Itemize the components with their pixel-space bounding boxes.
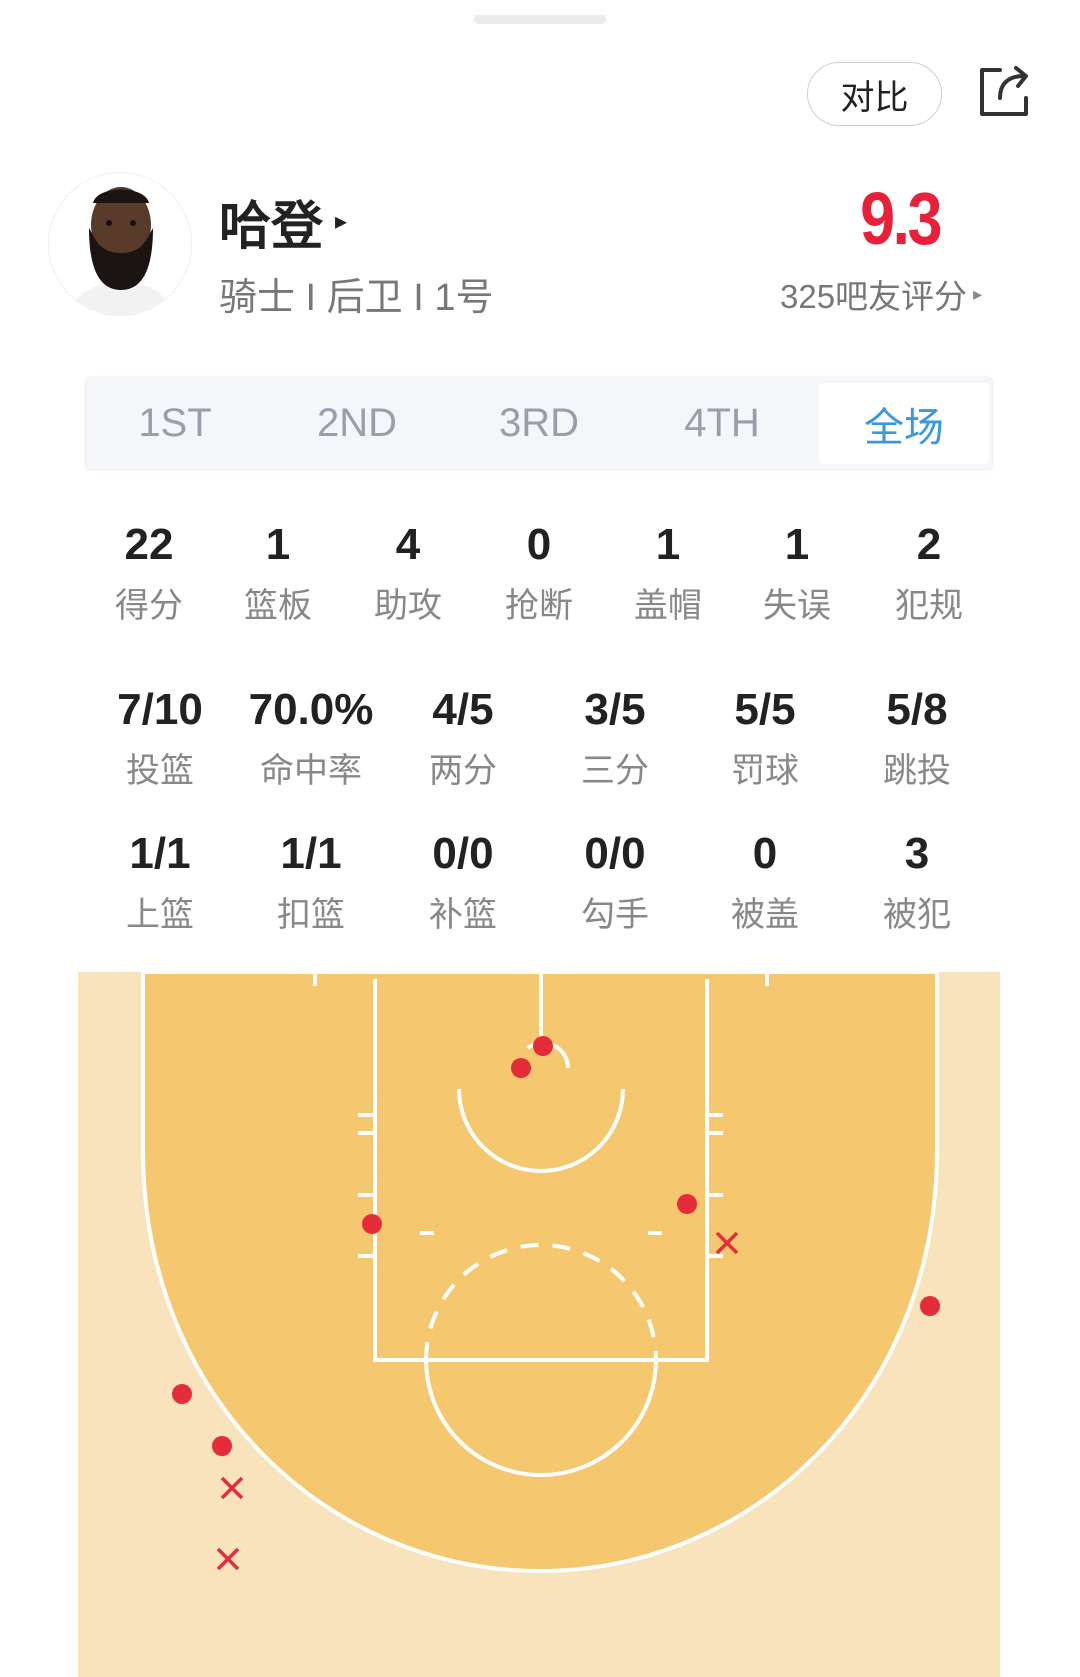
made-shot-marker xyxy=(511,1058,531,1078)
tab-full-game[interactable]: 全场 xyxy=(819,383,989,464)
period-tabs: 1ST 2ND 3RD 4TH 全场 xyxy=(84,376,994,471)
tab-2nd[interactable]: 2ND xyxy=(316,401,398,445)
missed-shot-marker xyxy=(220,1476,244,1500)
missed-shot-marker xyxy=(715,1231,739,1255)
stat-label: 犯规 xyxy=(895,587,963,625)
stat-label: 勾手 xyxy=(581,896,649,934)
share-icon[interactable] xyxy=(976,64,1032,120)
stat-value: 0/0 xyxy=(432,829,494,878)
stat-value: 5/5 xyxy=(734,685,796,734)
stat-value: 3 xyxy=(904,829,930,878)
missed-shot-marker xyxy=(216,1547,240,1571)
made-shot-marker xyxy=(920,1296,940,1316)
stat-label: 命中率 xyxy=(260,752,362,790)
made-shot-marker xyxy=(362,1214,382,1234)
stat-label: 三分 xyxy=(581,752,649,790)
stat-label: 得分 xyxy=(115,587,183,625)
stat-label: 两分 xyxy=(429,752,497,790)
stat-label: 罚球 xyxy=(731,752,799,790)
made-shot-marker xyxy=(677,1194,697,1214)
stat-item: 22 得分 xyxy=(74,518,224,627)
stat-value: 0 xyxy=(752,829,778,878)
stat-label: 被犯 xyxy=(883,896,951,934)
stat-value: 1 xyxy=(784,520,810,569)
stat-item: 4 助攻 xyxy=(333,518,483,627)
fan-rating-link[interactable]: 325吧友评分 ▸ xyxy=(780,270,982,318)
compare-button[interactable]: 对比 xyxy=(807,62,942,126)
caret-right-icon: ▸ xyxy=(335,208,348,235)
stat-value: 4 xyxy=(395,520,421,569)
stat-item: 3/5 三分 xyxy=(540,683,690,792)
stat-item: 1 盖帽 xyxy=(593,518,743,627)
made-shot-marker xyxy=(212,1436,232,1456)
stat-item: 70.0% 命中率 xyxy=(236,683,386,792)
stat-item: 0 被盖 xyxy=(690,827,840,936)
stat-value: 1/1 xyxy=(280,829,342,878)
stat-item: 3 被犯 xyxy=(842,827,992,936)
drag-handle[interactable] xyxy=(474,15,606,24)
stat-item: 1/1 扣篮 xyxy=(236,827,386,936)
stat-value: 0/0 xyxy=(584,829,646,878)
caret-right-icon: ▸ xyxy=(973,283,983,304)
hoop-semicircle xyxy=(457,1088,625,1173)
player-info: 骑士 I 后卫 I 1号 xyxy=(219,277,494,319)
player-name-link[interactable]: 哈登 ▸ xyxy=(219,184,347,259)
stat-label: 篮板 xyxy=(244,587,312,625)
stat-value: 4/5 xyxy=(432,685,494,734)
stat-value: 2 xyxy=(916,520,942,569)
stat-item: 7/10 投篮 xyxy=(85,683,235,792)
stat-value: 7/10 xyxy=(117,685,203,734)
stat-value: 1 xyxy=(655,520,681,569)
stat-item: 1/1 上篮 xyxy=(85,827,235,936)
stat-label: 投篮 xyxy=(126,752,194,790)
tab-3rd[interactable]: 3RD xyxy=(498,401,580,445)
stat-value: 0 xyxy=(526,520,552,569)
stat-value: 1 xyxy=(265,520,291,569)
player-avatar[interactable] xyxy=(48,172,192,316)
lane-hash-marks xyxy=(358,1113,723,1258)
tab-1st[interactable]: 1ST xyxy=(138,401,212,445)
stat-value: 5/8 xyxy=(886,685,948,734)
stat-value: 70.0% xyxy=(248,685,374,734)
stat-item: 0 抢断 xyxy=(464,518,614,627)
player-name: 哈登 xyxy=(219,198,324,256)
free-throw-circle-solid xyxy=(424,1359,658,1477)
stat-label: 抢断 xyxy=(505,587,573,625)
stat-label: 失误 xyxy=(763,587,831,625)
stat-item: 0/0 补篮 xyxy=(388,827,538,936)
made-shot-marker xyxy=(533,1036,553,1056)
lane xyxy=(373,979,709,1362)
shot-chart xyxy=(78,972,1000,1677)
stat-label: 被盖 xyxy=(731,896,799,934)
stat-label: 扣篮 xyxy=(277,896,345,934)
stat-value: 3/5 xyxy=(584,685,646,734)
stat-item: 0/0 勾手 xyxy=(540,827,690,936)
player-rating: 9.3 xyxy=(860,177,942,260)
stat-item: 5/8 跳投 xyxy=(842,683,992,792)
stat-value: 22 xyxy=(124,520,174,569)
stat-label: 助攻 xyxy=(374,587,442,625)
three-point-area xyxy=(141,972,939,1574)
fan-rating-count: 325吧友评分 xyxy=(780,278,968,315)
stat-label: 上篮 xyxy=(126,896,194,934)
stat-label: 盖帽 xyxy=(634,587,702,625)
stat-item: 5/5 罚球 xyxy=(690,683,840,792)
stat-item: 1 篮板 xyxy=(203,518,353,627)
stat-value: 1/1 xyxy=(129,829,191,878)
stat-item: 4/5 两分 xyxy=(388,683,538,792)
made-shot-marker xyxy=(172,1384,192,1404)
stat-label: 跳投 xyxy=(883,752,951,790)
stat-label: 补篮 xyxy=(429,896,497,934)
stat-item: 1 失误 xyxy=(722,518,872,627)
stat-item: 2 犯规 xyxy=(854,518,1004,627)
tab-4th[interactable]: 4TH xyxy=(684,401,760,445)
